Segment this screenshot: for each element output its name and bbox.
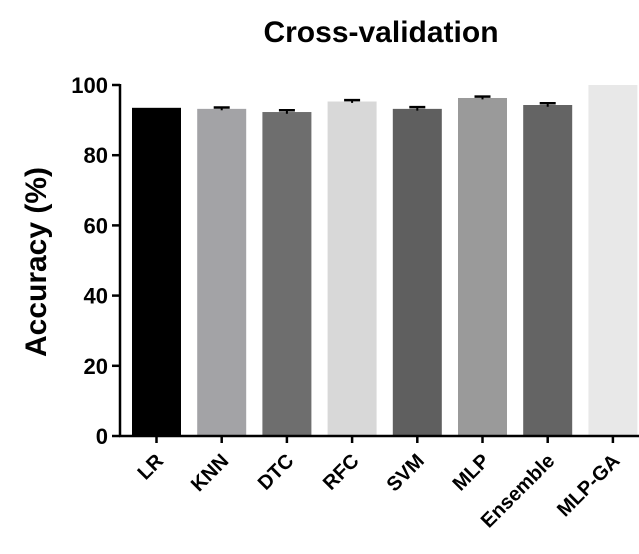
y-tick-label-40: 40: [84, 284, 108, 309]
chart-title: Cross-validation: [263, 16, 498, 49]
y-axis: 0 20 40 60 80 100: [71, 73, 122, 449]
x-tick-label-mlp-ga: MLP-GA: [553, 450, 624, 521]
x-tick-label-lr: LR: [134, 450, 169, 485]
bar-ensemble: [523, 105, 573, 436]
bar-knn: [197, 108, 247, 437]
y-tick-label-60: 60: [84, 213, 108, 238]
x-tick-label-knn: KNN: [187, 450, 233, 496]
bars-group: [132, 85, 638, 437]
y-tick-label-100: 100: [71, 73, 108, 98]
bar-mlp: [458, 97, 507, 436]
y-tick-label-20: 20: [84, 354, 108, 379]
y-axis-label: Accuracy (%): [20, 167, 53, 357]
bar-lr: [132, 107, 181, 436]
x-tick-label-rfc: RFC: [319, 450, 364, 495]
bar-rfc: [327, 101, 377, 436]
bar-dtc: [262, 112, 312, 436]
x-tick-label-mlp: MLP: [449, 450, 494, 495]
error-bars-group: [213, 95, 556, 114]
bar-svm: [392, 108, 442, 437]
bar-mlp-ga: [588, 85, 638, 436]
x-tick-label-dtc: DTC: [254, 450, 299, 495]
x-tick-label-svm: SVM: [383, 450, 429, 496]
y-tick-label-80: 80: [84, 143, 108, 168]
y-tick-label-0: 0: [96, 424, 108, 449]
